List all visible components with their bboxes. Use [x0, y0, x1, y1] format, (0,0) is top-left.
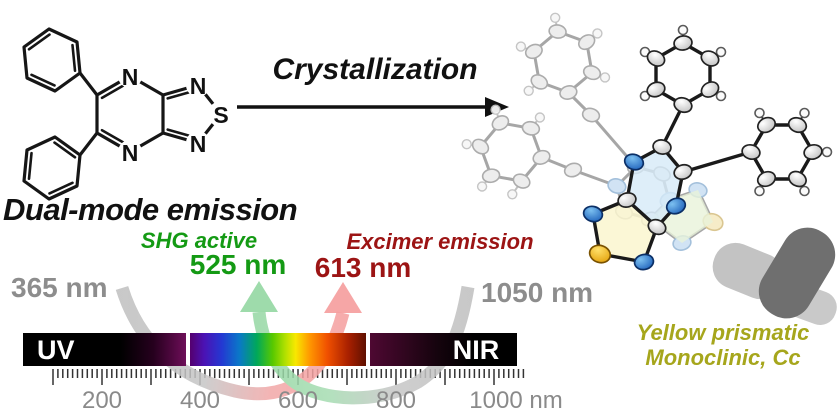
halo — [208, 101, 234, 127]
prism-crystals — [712, 227, 837, 326]
sulfur-atom — [588, 244, 612, 264]
excimer-wavelength: 613 nm — [314, 252, 412, 283]
nir-excitation-label: 1050 nm — [481, 277, 594, 308]
thiadiazole-n-bottom-label: N — [190, 131, 207, 157]
nitrogen-atom — [623, 153, 645, 171]
halo — [118, 140, 142, 164]
reactant-structure: N N N S N — [22, 27, 234, 201]
shg-label: SHG active — [140, 228, 258, 253]
spectrum-bar: UV NIR — [23, 333, 517, 366]
crystallization-label: Crystallization — [272, 53, 478, 86]
phenyl-ring-bottom — [22, 135, 82, 201]
ruler-label-1000nm: 1000 nm — [469, 387, 562, 414]
uv-band-label: UV — [37, 335, 75, 365]
excimer-label: Excimer emission — [346, 229, 534, 254]
spectrum-diagram: UV NIR 200 400 600 800 1000 nm — [23, 281, 563, 414]
nitrogen-atom — [633, 253, 655, 271]
halo — [186, 131, 210, 155]
visible-band — [190, 333, 366, 366]
nir-band — [370, 333, 517, 366]
ruler-label-600: 600 — [278, 387, 318, 414]
shg-emission-arrowhead — [240, 281, 278, 312]
uv-excitation-label: 365 nm — [11, 272, 108, 303]
halo — [186, 73, 210, 97]
dual-mode-title: Dual-mode emission — [3, 192, 298, 227]
ruler-label-800: 800 — [376, 387, 416, 414]
crystal-structure-ortep — [461, 12, 833, 271]
nitrogen-atom — [582, 205, 604, 223]
pyrazine-n-bottom-label: N — [122, 140, 139, 166]
halo — [118, 64, 142, 88]
yellow-ring-highlight — [593, 200, 657, 262]
nir-band-label: NIR — [453, 335, 500, 365]
crystal-caption-line2: Monoclinic, Cc — [645, 345, 801, 370]
ruler-label-200: 200 — [82, 387, 122, 414]
excimer-emission-arrowhead — [324, 282, 362, 313]
prism-crystal-dark — [758, 227, 836, 319]
phenyl-ring-top — [22, 27, 82, 93]
foreground-molecule — [582, 24, 833, 271]
shg-wavelength: 525 nm — [189, 249, 287, 280]
crystal-caption-line1: Yellow prismatic — [636, 320, 810, 345]
foreground-atoms — [582, 35, 823, 271]
nitrogen-atom — [665, 197, 687, 215]
thiadiazole-s-label: S — [213, 102, 228, 128]
uv-band — [23, 333, 186, 366]
thiadiazole-n-top-label: N — [190, 73, 207, 99]
ruler-label-400: 400 — [180, 387, 220, 414]
pyrazine-n-top-label: N — [122, 64, 139, 90]
